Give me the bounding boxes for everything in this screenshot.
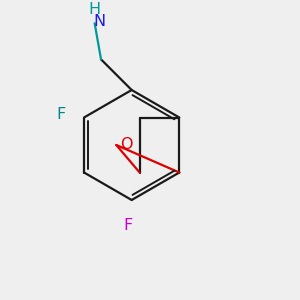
Text: H: H [88,2,101,17]
Text: N: N [94,14,106,29]
Text: O: O [120,137,133,152]
Text: F: F [124,218,133,232]
Text: F: F [56,107,65,122]
